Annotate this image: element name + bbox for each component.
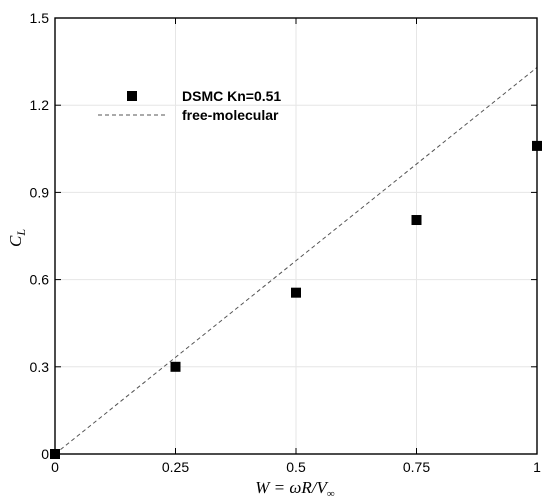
dsmc-data-point xyxy=(170,361,181,372)
x-axis-label: W = ωR/V∞ xyxy=(255,478,335,500)
x-axis-ticks: 0 0.25 0.5 0.75 1 xyxy=(51,18,541,475)
svg-text:CL: CL xyxy=(6,229,28,247)
x-tick-label: 0.5 xyxy=(286,459,306,475)
x-tick-label: 0 xyxy=(51,459,59,475)
y-tick-label: 0.3 xyxy=(30,359,50,375)
legend-marker-dsmc xyxy=(127,91,137,101)
x-tick-label: 1 xyxy=(533,459,541,475)
y-axis-ticks: 0 0.3 0.6 0.9 1.2 1.5 xyxy=(30,10,537,462)
y-axis-label: CL xyxy=(6,229,28,247)
y-tick-label: 0.9 xyxy=(30,184,50,200)
y-tick-label: 1.5 xyxy=(30,10,50,26)
legend-label-dsmc: DSMC Kn=0.51 xyxy=(182,88,281,104)
legend-label-free-molecular: free-molecular xyxy=(182,107,279,123)
legend: DSMC Kn=0.51 free-molecular xyxy=(98,88,281,123)
dsmc-data-point xyxy=(291,287,301,298)
dsmc-data-point xyxy=(411,215,422,226)
y-tick-label: 1.2 xyxy=(30,97,50,113)
free-molecular-line xyxy=(54,67,538,455)
grid xyxy=(54,17,538,455)
x-tick-label: 0.25 xyxy=(162,459,189,475)
y-tick-label: 0 xyxy=(41,446,49,462)
y-tick-label: 0.6 xyxy=(30,272,50,288)
x-tick-label: 0.75 xyxy=(403,459,430,475)
